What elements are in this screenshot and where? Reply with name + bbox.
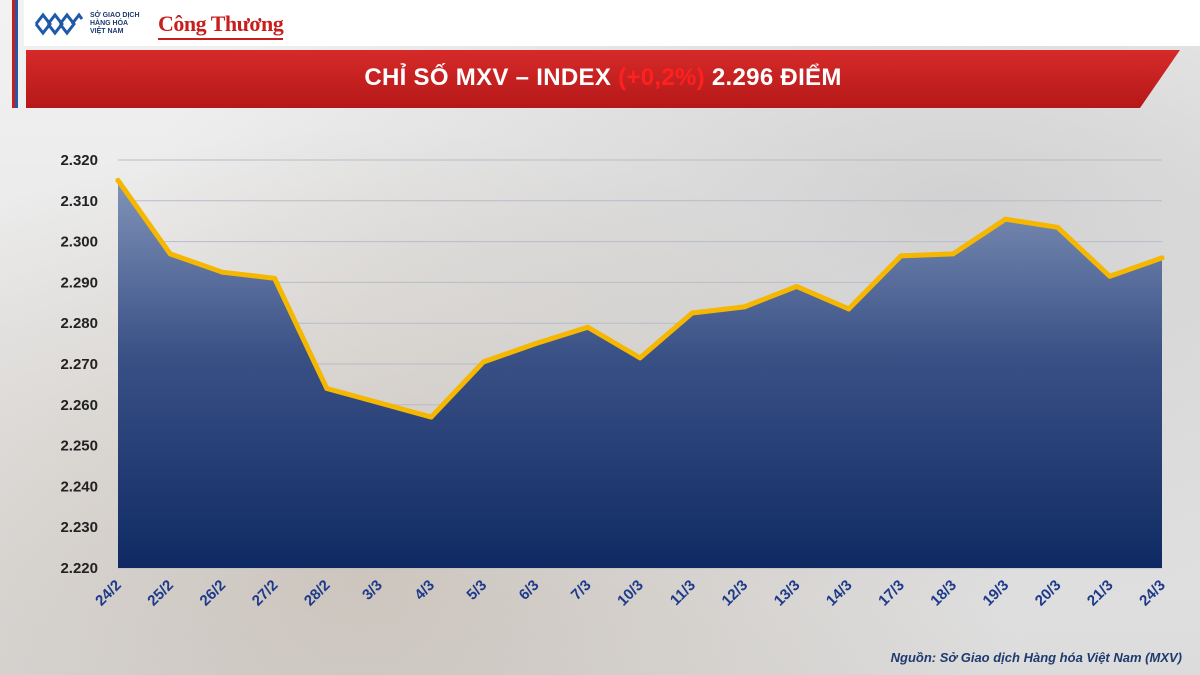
data-point: [846, 306, 852, 312]
y-tick-label: 2.290: [60, 274, 98, 291]
area-fill: [118, 180, 1162, 568]
title-banner: CHỈ SỐ MXV – INDEX (+0,2%) 2.296 ĐIỂM: [26, 50, 1180, 108]
chart-title: CHỈ SỐ MXV – INDEX (+0,2%) 2.296 ĐIỂM: [26, 64, 1180, 92]
y-tick-label: 2.240: [60, 478, 98, 495]
data-point: [115, 177, 121, 183]
y-tick-label: 2.220: [60, 560, 98, 577]
data-point: [1002, 216, 1008, 222]
data-point: [324, 385, 330, 391]
data-point: [533, 341, 539, 347]
y-tick-label: 2.270: [60, 356, 98, 373]
x-tick-label: 11/3: [667, 577, 699, 609]
y-tick-label: 2.230: [60, 519, 98, 536]
x-tick-label: 20/3: [1032, 577, 1065, 610]
x-tick-label: 12/3: [719, 577, 752, 610]
data-point: [1055, 224, 1061, 230]
x-tick-label: 5/3: [463, 577, 490, 604]
y-tick-label: 2.310: [60, 193, 98, 210]
x-tick-label: 28/2: [301, 577, 334, 610]
x-tick-label: 21/3: [1084, 577, 1117, 610]
x-tick-label: 25/2: [144, 577, 177, 610]
mxv-logo-icon: [34, 12, 84, 36]
data-point: [272, 275, 278, 281]
logo-group: SỞ GIAO DỊCH HÀNG HÓA VIỆT NAM Công Thươ…: [34, 8, 284, 40]
data-point: [428, 414, 434, 420]
title-prefix: CHỈ SỐ MXV – INDEX: [364, 64, 619, 91]
x-tick-label: 4/3: [411, 577, 438, 604]
title-suffix: 2.296 ĐIỂM: [704, 64, 842, 91]
x-tick-label: 17/3: [875, 577, 908, 610]
banner-shape: [26, 50, 1180, 108]
x-tick-label: 3/3: [359, 577, 386, 604]
y-tick-label: 2.320: [60, 152, 98, 169]
data-point: [1159, 255, 1165, 261]
x-tick-label: 6/3: [516, 577, 543, 604]
x-tick-label: 26/2: [197, 577, 230, 610]
data-point: [637, 355, 643, 361]
x-tick-label: 19/3: [980, 577, 1013, 610]
x-tick-label: 13/3: [771, 577, 804, 610]
source-note: Nguồn: Sở Giao dịch Hàng hóa Việt Nam (M…: [890, 650, 1182, 665]
x-tick-label: 24/3: [1136, 577, 1169, 610]
x-tick-label: 10/3: [614, 577, 647, 610]
y-tick-label: 2.260: [60, 397, 98, 414]
x-tick-label: 24/2: [92, 577, 125, 610]
x-tick-label: 27/2: [249, 577, 282, 610]
x-tick-label: 7/3: [568, 577, 595, 604]
y-tick-label: 2.250: [60, 438, 98, 455]
data-point: [741, 304, 747, 310]
x-tick-label: 14/3: [823, 577, 856, 610]
data-point: [689, 310, 695, 316]
y-tick-label: 2.300: [60, 234, 98, 251]
data-point: [898, 253, 904, 259]
data-point: [167, 251, 173, 257]
data-point: [585, 324, 591, 330]
data-point: [219, 269, 225, 275]
publisher-logo: Công Thương: [158, 11, 284, 40]
x-tick-label: 18/3: [927, 577, 960, 610]
data-point: [794, 283, 800, 289]
data-point: [480, 359, 486, 365]
y-tick-label: 2.280: [60, 315, 98, 332]
data-point: [950, 251, 956, 257]
header-accent-stripe: [12, 0, 18, 108]
data-point: [376, 400, 382, 406]
data-point: [1107, 273, 1113, 279]
title-change: (+0,2%): [618, 64, 705, 91]
exchange-name: SỞ GIAO DỊCH HÀNG HÓA VIỆT NAM: [90, 12, 140, 35]
